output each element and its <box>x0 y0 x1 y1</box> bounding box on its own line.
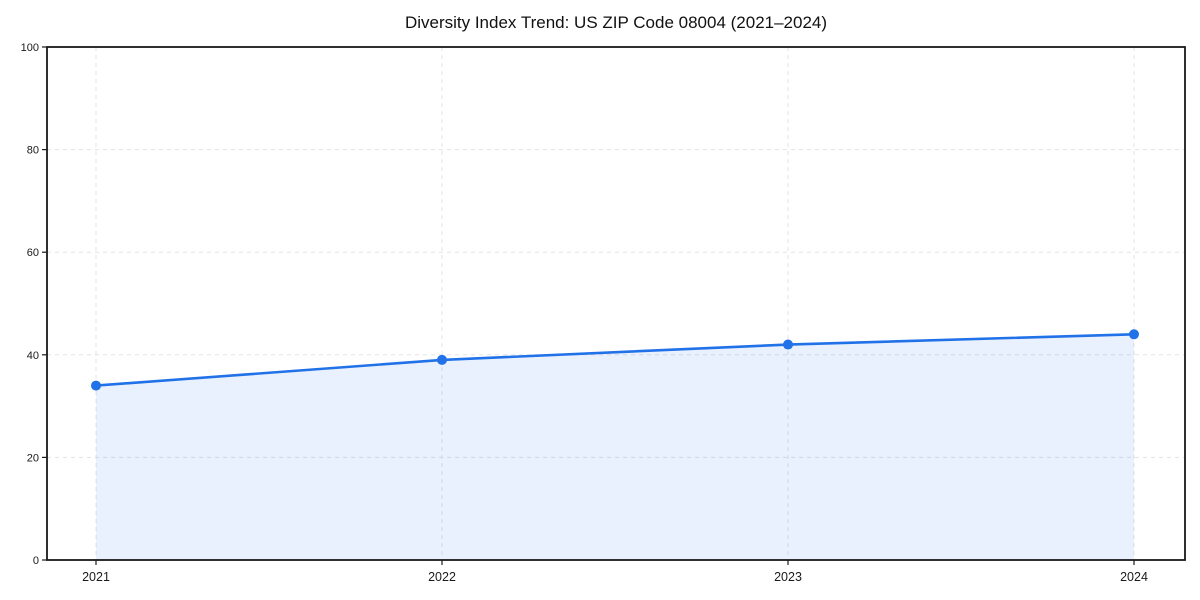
x-tick-label: 2022 <box>428 570 456 584</box>
y-tick-label: 80 <box>27 145 39 157</box>
y-tick-label: 100 <box>21 42 39 54</box>
data-point-2022 <box>437 354 447 365</box>
data-point-2021 <box>91 380 101 391</box>
y-tick-label: 40 <box>27 350 39 362</box>
trend-area-fill <box>96 334 1134 560</box>
y-tick-label: 0 <box>33 555 39 567</box>
chart-title: Diversity Index Trend: US ZIP Code 08004… <box>404 13 828 32</box>
y-tick-label: 60 <box>27 247 39 259</box>
x-tick-label: 2024 <box>1120 570 1148 584</box>
x-tick-label: 2023 <box>774 570 802 584</box>
data-point-2023 <box>783 339 793 350</box>
data-point-2024 <box>1129 329 1139 340</box>
y-tick-label: 20 <box>27 452 39 464</box>
x-tick-label: 2021 <box>82 570 110 584</box>
trend-line <box>94 332 1136 387</box>
plot-border <box>46 46 1186 561</box>
